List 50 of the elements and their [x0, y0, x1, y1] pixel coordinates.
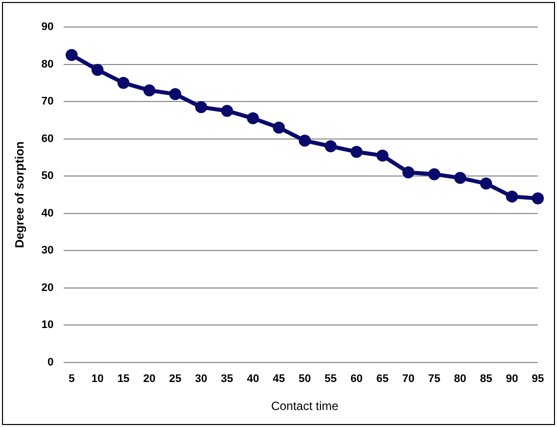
x-tick-label: 35 [220, 373, 234, 386]
point [272, 122, 285, 134]
x-tick-label: 95 [532, 373, 544, 386]
x-tick-label: 65 [376, 373, 389, 386]
y-tick-label: 80 [41, 58, 54, 70]
x-tick-label: 30 [195, 373, 208, 386]
point [246, 112, 259, 124]
x-tick-label: 75 [428, 373, 440, 386]
point [376, 150, 388, 162]
point [428, 168, 440, 180]
y-tick-label: 50 [41, 170, 54, 182]
x-tick-label: 15 [117, 373, 130, 386]
y-tick-label: 60 [41, 132, 54, 145]
x-tick-label: 55 [324, 373, 337, 386]
point [454, 172, 466, 184]
point [532, 192, 544, 204]
x-tick-label: 60 [350, 373, 363, 386]
point [324, 140, 337, 152]
point [92, 64, 104, 76]
point [66, 48, 78, 61]
x-tick-label: 50 [298, 373, 311, 386]
y-tick-label: 30 [41, 244, 54, 257]
x-tick-label: 70 [402, 373, 414, 386]
x-tick-label: 25 [169, 373, 182, 386]
y-tick-label: 10 [41, 319, 54, 332]
x-tick-label: 90 [506, 373, 518, 386]
point [402, 166, 414, 178]
point [506, 190, 518, 203]
x-tick-label: 45 [272, 373, 285, 386]
point [480, 178, 492, 190]
point [195, 101, 208, 114]
point [221, 104, 234, 117]
x-tick-label: 40 [246, 373, 260, 386]
point [117, 76, 130, 89]
x-tick-label: 5 [68, 373, 75, 386]
y-axis-title: Degree of sorption [12, 141, 27, 248]
y-tick-label: 70 [41, 96, 54, 108]
x-tick-label: 10 [91, 373, 104, 386]
point [143, 84, 156, 96]
x-tick-label: 80 [454, 373, 466, 386]
y-tick-label: 40 [41, 207, 54, 220]
y-tick-label: 90 [41, 21, 54, 34]
y-tick-label: 20 [41, 282, 54, 294]
point [169, 88, 182, 100]
x-tick-label: 20 [143, 373, 156, 386]
x-tick-label: 85 [480, 373, 492, 386]
point [298, 134, 311, 147]
x-axis-title: Contact time [271, 399, 339, 414]
point [350, 146, 363, 158]
y-tick-label: 0 [48, 356, 54, 368]
